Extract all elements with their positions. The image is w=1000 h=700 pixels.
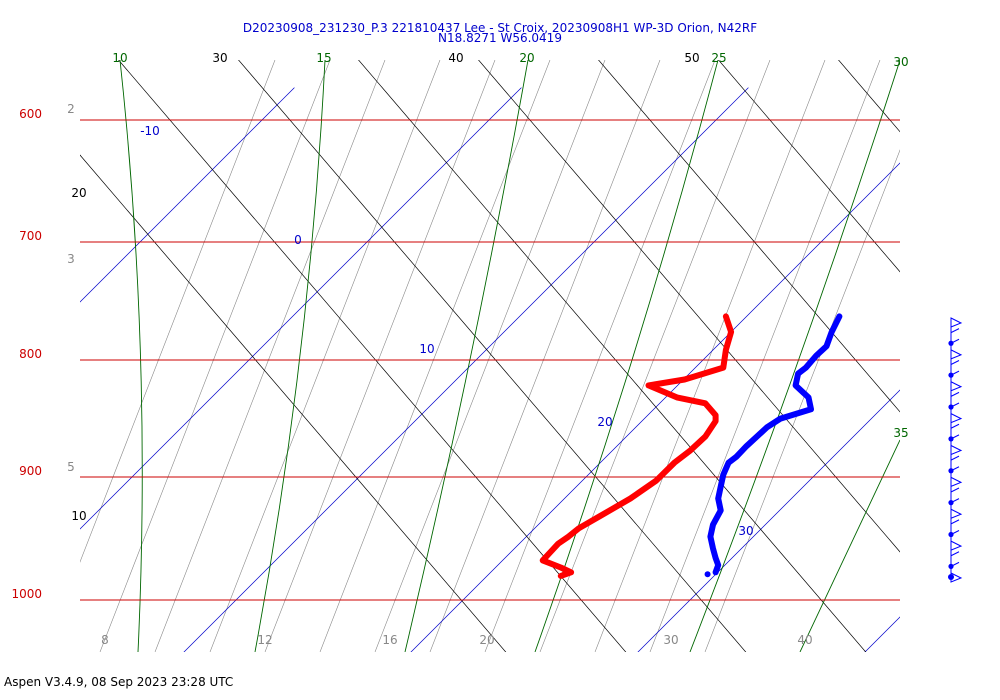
isotherm-line — [80, 87, 522, 530]
wind-barb-dot — [948, 340, 954, 346]
pressure-label: 700 — [19, 229, 42, 243]
wind-barb-dot — [948, 531, 954, 538]
wind-barb — [950, 412, 963, 424]
dry-adiabat-label: 10 — [71, 509, 86, 523]
mixing-ratio-line — [649, 60, 881, 652]
wind-barb — [950, 349, 963, 360]
footer-version: Aspen V3.4.9, 08 Sep 2023 23:28 UTC — [4, 675, 234, 689]
moist-adiabat-label: 20 — [519, 51, 534, 65]
profile-series — [539, 313, 843, 579]
chart-title-line-2: N18.8271 W56.0419 — [438, 31, 562, 45]
wind-barb-dot — [948, 500, 954, 506]
wind-barb — [950, 508, 963, 519]
mixing-ratio-line — [154, 60, 386, 652]
wind-barb — [950, 328, 960, 334]
mixing-ratio-line — [80, 60, 276, 563]
mixing-ratio-line — [484, 60, 716, 652]
dry-adiabat-line — [80, 154, 507, 652]
isotherm-label: 30 — [738, 524, 753, 538]
wind-barb-dot — [948, 372, 954, 378]
isotherm-line — [864, 616, 900, 652]
moist-adiabat-label: 15 — [316, 51, 331, 65]
dry-adiabat-label: 40 — [448, 51, 463, 65]
x-tick-label: 20 — [479, 633, 494, 647]
mixing-ratio-line — [594, 60, 826, 652]
wind-barb — [950, 360, 960, 365]
moist-adiabat-line — [254, 60, 326, 652]
wind-barb-dot — [948, 574, 954, 580]
pressure-label: 900 — [19, 464, 42, 478]
dry-adiabat-label: 30 — [212, 51, 227, 65]
wind-barb — [950, 540, 963, 551]
isotherm-line — [637, 389, 900, 652]
wind-barb-dot — [948, 563, 954, 569]
wind-barb — [950, 551, 960, 557]
dewpoint-profile — [707, 313, 843, 576]
wind-barb-dot — [948, 436, 954, 442]
dry-adiabat-line — [718, 60, 900, 273]
dry-adiabat-label: 50 — [684, 51, 699, 65]
temperature-profile — [539, 313, 735, 579]
wind-barb-dot — [948, 468, 954, 474]
wind-barb — [950, 423, 960, 429]
moist-adiabat-line — [404, 60, 529, 652]
isotherm-label: 10 — [419, 342, 434, 356]
wind-barb — [950, 317, 963, 328]
wind-barb — [950, 380, 963, 392]
moist-adiabat-label: 25 — [711, 51, 726, 65]
mixing-ratio-line — [209, 60, 441, 652]
mixing-ratio-label: 3 — [67, 252, 75, 266]
dry-adiabat-line — [478, 60, 900, 553]
wind-barb — [950, 455, 960, 461]
moist-adiabat-label: 10 — [112, 51, 127, 65]
moist-adiabat-label: 35 — [893, 426, 908, 440]
isotherm-line — [80, 87, 295, 303]
mixing-ratio-line — [319, 60, 551, 652]
isotherm-line — [410, 162, 900, 652]
wind-barb — [950, 519, 960, 525]
moist-adiabat-line — [534, 60, 719, 652]
moist-adiabat-line — [799, 439, 900, 652]
dry-adiabat-label: 20 — [71, 186, 86, 200]
wind-barb — [950, 391, 960, 397]
pressure-label: 600 — [19, 107, 42, 121]
mixing-ratio-label: 2 — [67, 102, 75, 116]
dry-adiabat-line — [118, 60, 627, 652]
isotherm-label: -10 — [140, 124, 160, 138]
mixing-ratio-line — [264, 60, 496, 652]
moist-adiabat-label: 30 — [893, 55, 908, 69]
mixing-ratio-line — [429, 60, 661, 652]
pressure-label: 800 — [19, 347, 42, 361]
mixing-ratio-line — [99, 60, 331, 652]
x-tick-label: 40 — [797, 633, 812, 647]
wind-barb — [950, 444, 963, 456]
x-tick-label: 12 — [257, 633, 272, 647]
pressure-label: 1000 — [11, 587, 42, 601]
wind-barb — [950, 487, 960, 493]
moist-adiabat-line — [689, 60, 900, 652]
mixing-ratio-line — [374, 60, 606, 652]
isotherm-label: 0 — [294, 233, 302, 247]
isotherm-line — [183, 87, 749, 652]
mixing-ratio-label: 5 — [67, 460, 75, 474]
dewpoint-last-point — [704, 571, 711, 578]
mixing-ratio-line — [539, 60, 771, 652]
dry-adiabat-line — [598, 60, 900, 413]
dry-adiabat-line — [838, 60, 900, 133]
moist-adiabat-line — [119, 60, 143, 652]
wind-barb — [950, 476, 963, 488]
x-tick-label: 30 — [663, 633, 678, 647]
wind-barbs — [948, 317, 963, 583]
dry-adiabat-line — [358, 60, 867, 652]
isotherm-label: 20 — [597, 415, 612, 429]
wind-barb-dot — [948, 404, 954, 410]
chart-title-line-1: D20230908_231230_P.3 221810437 Lee - St … — [242, 21, 758, 35]
x-tick-label: 8 — [101, 633, 109, 647]
x-tick-label: 16 — [382, 633, 397, 647]
